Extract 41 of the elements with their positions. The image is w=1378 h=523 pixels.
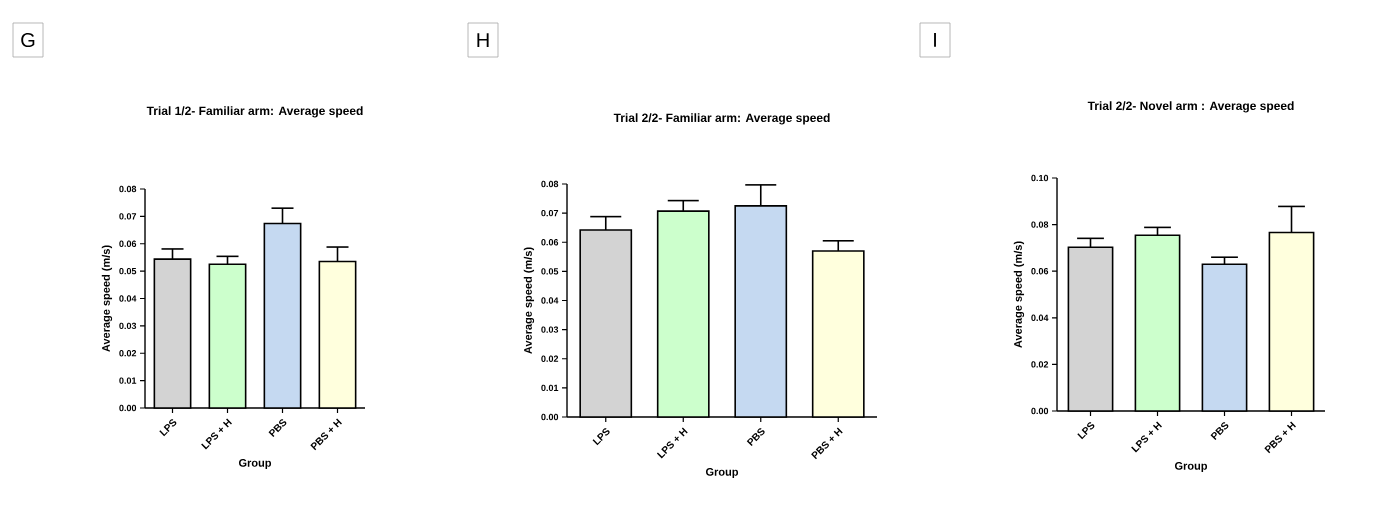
y-axis-title: Average speed (m/s): [1013, 241, 1025, 348]
y-tick-label: 0.01: [541, 384, 559, 392]
x-axis-title: Group: [1174, 461, 1208, 472]
y-tick-label: 0.04: [541, 297, 559, 304]
chart-title: Trial 2/2- Novel arm : Average speed: [1087, 101, 1294, 113]
y-tick-label: 0.02: [119, 350, 137, 357]
y-tick-label: 0.00: [119, 404, 137, 412]
y-tick-label: 0.04: [1031, 314, 1049, 321]
y-tick-label: 0.02: [1031, 361, 1049, 368]
y-tick-label: 0.06: [541, 239, 559, 246]
text: H: [477, 33, 489, 47]
y-axis-title: Average speed (m/s): [101, 245, 113, 352]
text: I: [934, 33, 936, 47]
x-tick-label: LPS: [592, 428, 610, 446]
y-tick-label: 0.06: [1031, 268, 1049, 275]
y-tick-label: 0.07: [119, 213, 137, 220]
y-tick-label: 0.08: [541, 180, 559, 188]
y-tick-label: 0.02: [541, 355, 559, 362]
chart-title: Trial 1/2- Familiar arm: Average speed: [146, 106, 363, 118]
y-tick-label: 0.05: [119, 267, 137, 275]
y-tick-label: 0.03: [119, 322, 137, 330]
y-axis-title: Average speed (m/s): [523, 247, 535, 354]
x-axis-title: Group: [705, 467, 739, 478]
y-tick-label: 0.08: [119, 185, 137, 193]
y-tick-label: 0.00: [1031, 407, 1049, 415]
y-tick-label: 0.04: [119, 295, 137, 302]
y-tick-label: 0.05: [541, 268, 559, 275]
x-tick-label: LPS + H: [201, 418, 232, 450]
text: G: [21, 32, 35, 48]
y-tick-label: 0.07: [541, 209, 559, 217]
y-tick-label: 0.01: [119, 377, 137, 384]
x-tick-label: LPS + H: [1131, 421, 1162, 453]
x-axis-title: Group: [238, 458, 272, 469]
chart-title: Trial 2/2- Familiar arm: Average speed: [613, 113, 830, 125]
y-tick-label: 0.06: [119, 240, 137, 247]
y-tick-label: 0.03: [541, 326, 559, 333]
x-tick-label: LPS: [159, 419, 177, 437]
y-tick-label: 0.00: [541, 413, 559, 421]
y-tick-label: 0.08: [1031, 221, 1049, 228]
x-tick-label: LPS: [1077, 422, 1095, 440]
y-tick-label: 0.10: [1031, 174, 1049, 182]
